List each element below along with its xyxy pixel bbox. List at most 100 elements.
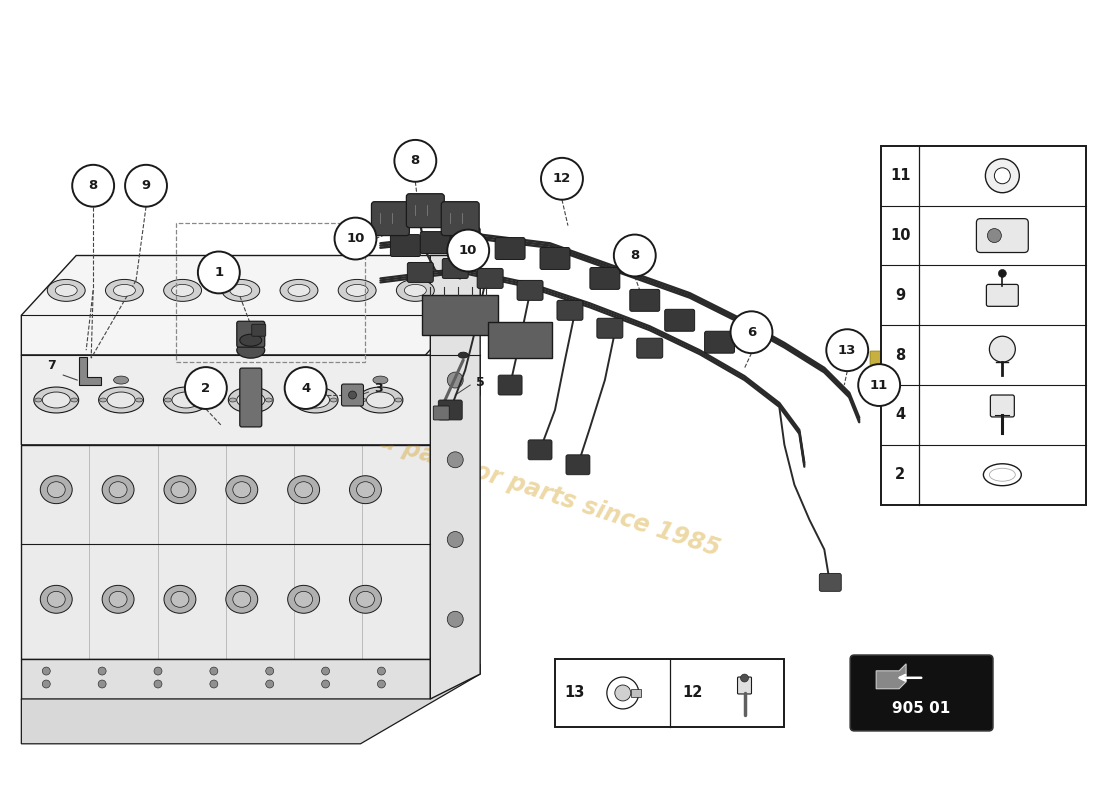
FancyBboxPatch shape [407,262,433,282]
Ellipse shape [359,398,366,402]
Bar [881,146,1086,505]
FancyBboxPatch shape [390,234,420,257]
Ellipse shape [405,285,427,296]
Ellipse shape [366,392,395,408]
FancyBboxPatch shape [420,231,450,254]
FancyBboxPatch shape [597,318,623,338]
Ellipse shape [356,482,374,498]
Ellipse shape [47,591,65,607]
Circle shape [614,234,656,277]
FancyBboxPatch shape [630,689,641,697]
Text: 9: 9 [895,288,905,303]
Ellipse shape [294,387,338,413]
Text: 11: 11 [890,168,911,183]
Circle shape [285,367,327,409]
Ellipse shape [172,392,200,408]
Text: 10: 10 [346,232,365,245]
Ellipse shape [135,398,143,402]
Circle shape [395,140,437,182]
FancyBboxPatch shape [438,400,462,420]
Circle shape [448,372,463,388]
Bar [556,659,784,727]
Ellipse shape [41,586,73,614]
Text: 12: 12 [682,686,703,701]
Text: 4: 4 [301,382,310,394]
Polygon shape [21,445,430,659]
Ellipse shape [170,482,189,498]
Ellipse shape [70,398,78,402]
Ellipse shape [396,279,435,302]
Text: 905 01: 905 01 [892,702,950,717]
Circle shape [98,680,106,688]
Ellipse shape [358,387,403,413]
Circle shape [125,165,167,206]
Text: 13: 13 [838,344,857,357]
Text: 2: 2 [201,382,210,394]
Text: a part for parts since 1985: a part for parts since 1985 [377,428,723,561]
FancyBboxPatch shape [870,371,902,385]
Ellipse shape [109,482,128,498]
Ellipse shape [34,387,79,413]
Circle shape [210,680,218,688]
Ellipse shape [100,398,107,402]
Ellipse shape [109,591,128,607]
FancyBboxPatch shape [820,574,842,591]
Text: 8: 8 [630,249,639,262]
Polygon shape [21,659,430,699]
FancyBboxPatch shape [442,258,469,278]
Ellipse shape [35,398,42,402]
Text: 5: 5 [476,375,485,389]
Ellipse shape [47,279,85,302]
Ellipse shape [106,279,143,302]
Text: 3: 3 [374,382,383,394]
FancyBboxPatch shape [664,310,694,331]
FancyBboxPatch shape [406,194,444,228]
Ellipse shape [113,285,135,296]
Text: 8: 8 [895,348,905,362]
FancyBboxPatch shape [450,228,481,250]
Ellipse shape [395,398,402,402]
Circle shape [154,667,162,675]
Ellipse shape [99,387,143,413]
Circle shape [334,218,376,259]
Ellipse shape [338,279,376,302]
Ellipse shape [243,376,258,384]
Text: 6: 6 [747,326,756,338]
FancyBboxPatch shape [495,238,525,259]
Circle shape [448,230,490,271]
Ellipse shape [107,392,135,408]
FancyBboxPatch shape [630,290,660,311]
Ellipse shape [295,482,312,498]
FancyBboxPatch shape [870,351,902,365]
Ellipse shape [233,482,251,498]
Circle shape [321,667,330,675]
Circle shape [266,680,274,688]
Circle shape [989,336,1015,362]
FancyBboxPatch shape [372,202,409,235]
FancyBboxPatch shape [528,440,552,460]
FancyBboxPatch shape [566,455,590,474]
FancyBboxPatch shape [488,322,552,358]
FancyBboxPatch shape [422,295,498,335]
FancyBboxPatch shape [557,300,583,320]
Circle shape [154,680,162,688]
Ellipse shape [164,387,208,413]
Ellipse shape [294,398,301,402]
Text: 8: 8 [410,154,420,167]
Circle shape [858,364,900,406]
Circle shape [730,311,772,353]
Text: ELSA PARTS: ELSA PARTS [103,299,458,351]
Circle shape [42,667,51,675]
Ellipse shape [42,392,70,408]
Ellipse shape [170,591,189,607]
Text: 7: 7 [47,358,56,372]
Polygon shape [877,664,906,689]
Ellipse shape [288,586,320,614]
Circle shape [42,680,51,688]
Ellipse shape [373,376,388,384]
Ellipse shape [164,279,201,302]
FancyBboxPatch shape [498,375,522,395]
FancyBboxPatch shape [441,202,480,235]
Circle shape [448,452,463,468]
Ellipse shape [41,476,73,504]
